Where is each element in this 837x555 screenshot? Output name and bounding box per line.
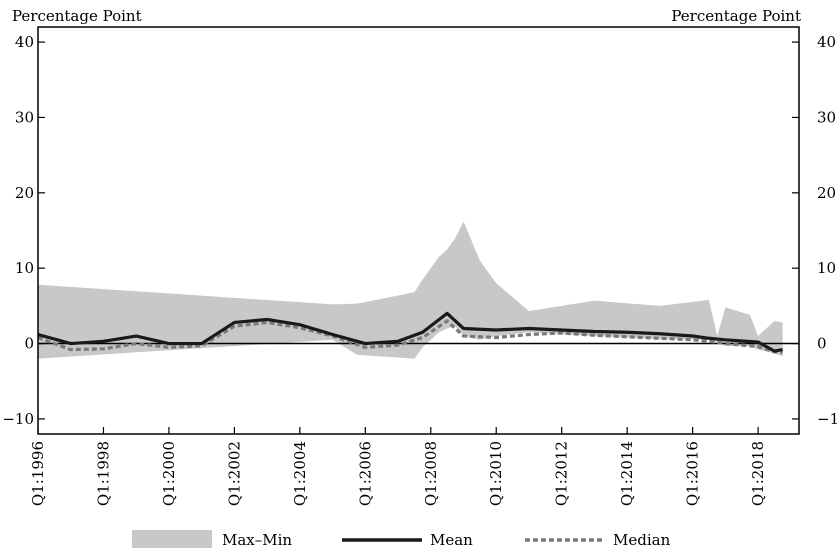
y-tick-label-right: −10 [817, 410, 837, 428]
x-tick-label: Q1:1996 [29, 441, 47, 506]
x-tick-label: Q1:2006 [356, 441, 374, 506]
band-area-group [38, 221, 783, 359]
legend-label-median: Median [613, 531, 671, 549]
tick-group: −10 −10 0 0 10 10 20 20 30 30 40 40 Q1:1996 Q1:1998 Q1… [2, 33, 837, 506]
legend-swatch-band [132, 530, 212, 548]
y-tick-label-right: 10 [817, 259, 836, 277]
y-axis-label-right: Percentage Point [671, 7, 801, 25]
mean-line-group [37, 311, 783, 353]
legend-label-band: Max–Min [222, 531, 292, 549]
y-tick-label-left: 40 [15, 33, 34, 51]
y-tick-label-right: 30 [817, 108, 836, 126]
x-tick-label: Q1:2010 [487, 441, 505, 506]
median-line-group [37, 319, 783, 355]
y-axis-label-left: Percentage Point [12, 7, 142, 25]
x-tick-label: Q1:1998 [94, 441, 112, 506]
legend-label-mean: Mean [430, 531, 473, 549]
x-tick-label: Q1:2000 [160, 441, 178, 506]
x-tick-label: Q1:2014 [618, 441, 636, 506]
y-tick-label-right: 0 [817, 335, 827, 353]
y-tick-label-left: 20 [15, 184, 34, 202]
y-tick-label-right: 20 [817, 184, 836, 202]
y-tick-label-left: 30 [15, 108, 34, 126]
x-tick-label: Q1:2016 [684, 441, 702, 506]
median-line [37, 319, 783, 355]
x-tick-label: Q1:2002 [225, 441, 243, 506]
y-tick-label-left: −10 [2, 410, 34, 428]
y-tick-label-right: 40 [817, 33, 836, 51]
legend: Max–Min Mean Median [132, 530, 671, 549]
plot-frame [37, 26, 800, 435]
x-tick-label: Q1:2004 [291, 441, 309, 506]
x-tick-label: Q1:2018 [749, 441, 767, 506]
x-tick-label: Q1:2012 [553, 441, 571, 506]
band-area-max-min [38, 221, 783, 359]
x-tick-label: Q1:2008 [422, 441, 440, 506]
mean-line [37, 311, 783, 353]
y-tick-label-left: 0 [24, 335, 34, 353]
y-tick-label-left: 10 [15, 259, 34, 277]
